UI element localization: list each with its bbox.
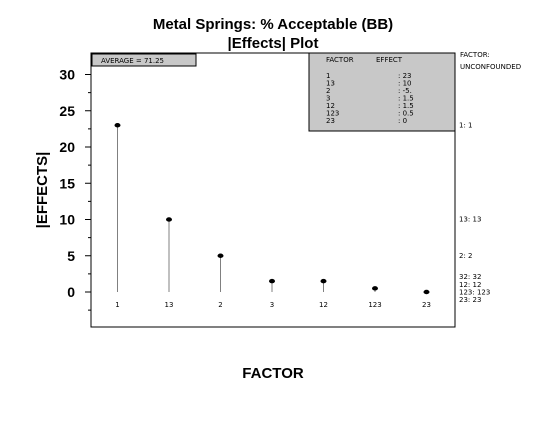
y-tick-label: 5 [67,248,75,264]
x-axis-title: FACTOR [242,365,304,382]
x-tick-label: 3 [270,301,274,309]
point-13 [166,217,172,221]
legend-effect: : 0 [398,117,407,125]
y-tick-label: 20 [59,139,75,155]
x-tick-label: 2 [218,301,222,309]
y-tick-label: 10 [59,212,75,228]
legend-header-factor: FACTOR [326,56,354,64]
chart-subtitle: |Effects| Plot [228,35,319,52]
right-label: 1: 1 [459,121,473,129]
y-tick-label: 15 [59,175,75,191]
chart-title: Metal Springs: % Acceptable (BB) [153,16,393,33]
y-axis: 0 5 10 15 20 25 30 [59,67,91,311]
legend-factor: 23 [326,117,335,125]
y-axis-title: |EFFECTS| [34,152,51,229]
y-tick-label: 30 [59,67,75,83]
points [115,123,430,294]
right-label: 13: 13 [459,216,481,224]
point-23 [424,290,430,294]
y-tick-label: 0 [67,284,75,300]
legend-header-effect: EFFECT [376,56,403,64]
point-12 [321,279,327,283]
right-header-line1: FACTOR: [460,51,490,59]
x-tick-label: 123 [368,301,381,309]
right-header-line2: UNCONFOUNDED [460,63,521,71]
point-123 [372,286,378,290]
right-label: 23: 23 [459,296,481,304]
x-tick-label: 1 [115,301,119,309]
point-2 [218,254,224,258]
point-1 [115,123,121,127]
x-tick-labels: 1 13 2 3 12 123 23 [115,301,431,309]
average-label: AVERAGE = 71.25 [101,57,164,65]
y-tick-label: 25 [59,103,75,119]
x-tick-label: 13 [165,301,174,309]
x-tick-label: 12 [319,301,328,309]
point-3 [269,279,275,283]
right-label: 2: 2 [459,252,473,260]
stems [118,125,427,292]
x-tick-label: 23 [422,301,431,309]
right-label: 32: 32 [459,273,481,281]
